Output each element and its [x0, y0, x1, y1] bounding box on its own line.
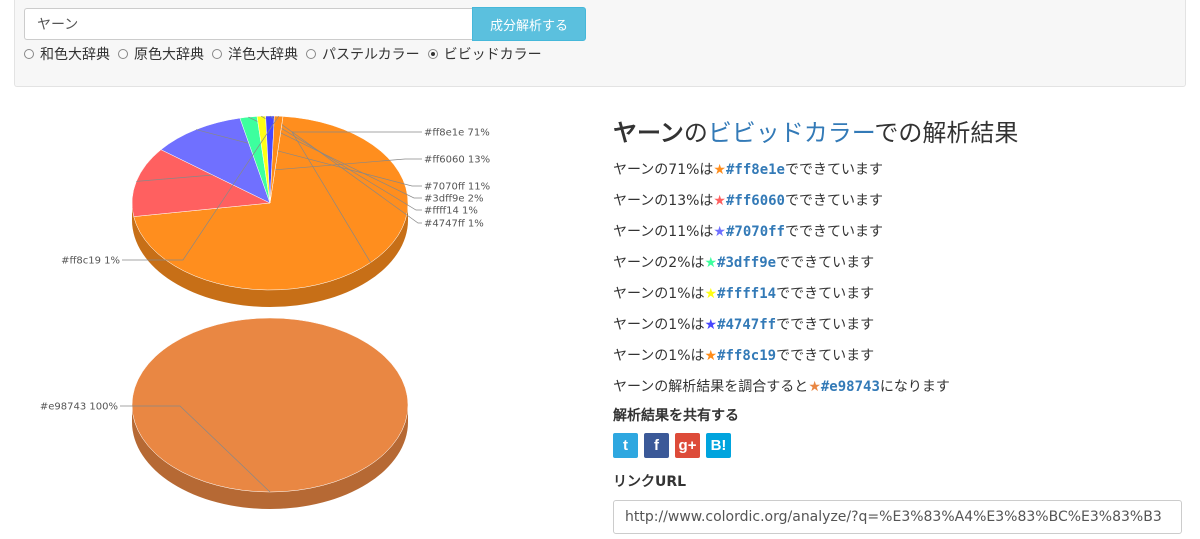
pie-label: #ffff14 1%: [424, 206, 478, 217]
analyze-button[interactable]: 成分解析する: [472, 7, 586, 41]
pie-label: #ff6060 13%: [424, 155, 490, 166]
link-title: リンクURL: [613, 474, 687, 491]
result-line: ヤーンの71%は★#ff8e1eでできています: [613, 159, 1188, 190]
result-title-word: ヤーン: [613, 119, 684, 147]
color-code-link[interactable]: #ff8c19: [717, 348, 777, 365]
pie-label: #3dff9e 2%: [424, 194, 484, 205]
dictionary-option[interactable]: ビビッドカラー: [427, 44, 542, 64]
color-code-link[interactable]: #3dff9e: [717, 255, 777, 272]
star-icon: ★: [704, 317, 718, 334]
result-line-text: ヤーンの71%は: [613, 162, 714, 179]
dictionary-option[interactable]: 原色大辞典: [118, 44, 204, 64]
color-code-link[interactable]: #4747ff: [717, 317, 777, 334]
star-icon: ★: [808, 379, 821, 396]
result-line: ヤーンの11%は★#7070ffでできています: [613, 221, 1188, 252]
dictionary-option-label: 和色大辞典: [40, 47, 110, 63]
result-line-text: ヤーンの解析結果を調合すると: [613, 379, 809, 396]
link-url-field[interactable]: [613, 500, 1182, 535]
result-line-suffix: でできています: [785, 193, 883, 210]
result-line-text: ヤーンの13%は: [613, 193, 714, 210]
result-line: ヤーンの1%は★#ff8c19でできています: [613, 345, 1188, 376]
star-icon: ★: [704, 286, 718, 303]
dictionary-option-label: パステルカラー: [322, 47, 420, 63]
result-title-no: の: [683, 119, 708, 147]
color-code-link[interactable]: #ffff14: [717, 286, 777, 303]
star-icon: ★: [704, 348, 718, 365]
share-icons: t f g+ B!: [613, 433, 1188, 459]
dictionary-option-label: 原色大辞典: [134, 47, 204, 63]
hatena-bookmark-icon[interactable]: B!: [706, 433, 731, 459]
radio-button[interactable]: [118, 49, 128, 59]
result-line: ヤーンの13%は★#ff6060でできています: [613, 190, 1188, 221]
result-title: ヤーンのビビッドカラーでの解析結果: [613, 118, 1188, 149]
result-lines: ヤーンの71%は★#ff8e1eでできています ヤーンの13%は★#ff6060で…: [613, 159, 1188, 407]
pie-slice[interactable]: [269, 115, 284, 204]
pie-charts: #ff8e1e 71% #ff6060 13% #7070ff 11%#3dff9e…: [40, 115, 490, 509]
dictionary-option-label: ビビッドカラー: [443, 47, 542, 63]
color-code-link[interactable]: #ff6060: [725, 193, 785, 210]
pie-label: #ff8c19 1%: [61, 256, 120, 267]
radio-button[interactable]: [212, 49, 222, 59]
pie-label-connector: [120, 405, 271, 493]
google-plus-icon[interactable]: g+: [675, 433, 700, 459]
star-icon: ★: [704, 255, 718, 272]
dictionary-selector: 和色大辞典 原色大辞典 洋色大辞典 パステルカラー ビビッドカラー: [24, 44, 550, 64]
result-line-suffix: でできています: [776, 317, 875, 334]
result-line-suffix: でできています: [785, 162, 883, 179]
result-line-suffix: になります: [879, 379, 950, 396]
color-code-link[interactable]: #7070ff: [725, 224, 785, 241]
color-code-link[interactable]: #e98743: [820, 379, 880, 396]
pie-label: #e98743 100%: [40, 402, 118, 413]
result-line-suffix: でできています: [785, 224, 883, 241]
pie-label-connector: [122, 115, 279, 261]
result-line-text: ヤーンの1%は: [613, 348, 705, 365]
result-line-text: ヤーンの11%は: [613, 224, 714, 241]
result-line-suffix: でできています: [776, 286, 875, 303]
pie-label-connector: [269, 115, 422, 224]
result-line: ヤーンの1%は★#ffff14でできています: [613, 283, 1188, 314]
pie-label-connector: [261, 115, 422, 211]
radio-button[interactable]: [306, 49, 316, 59]
radio-button[interactable]: [427, 49, 438, 59]
result-line: ヤーンの解析結果を調合すると★#e98743になります: [613, 376, 1188, 407]
result-line-suffix: でできています: [776, 255, 875, 272]
share-title: 解析結果を共有する: [613, 408, 739, 425]
result-title-suffix: での解析結果: [874, 119, 1019, 147]
pie-label: #4747ff 1%: [424, 219, 484, 230]
pie-label: #ff8e1e 71%: [424, 128, 490, 139]
result-line: ヤーンの2%は★#3dff9eでできています: [613, 252, 1188, 283]
pie-label-connector: [248, 116, 422, 199]
result-title-dictionary: ビビッドカラー: [707, 119, 875, 147]
color-code-link[interactable]: #ff8e1e: [725, 162, 785, 179]
radio-button[interactable]: [24, 49, 34, 59]
pie-side: [132, 405, 408, 509]
result-line-text: ヤーンの1%は: [613, 286, 705, 303]
dictionary-option[interactable]: 和色大辞典: [24, 44, 110, 64]
result-line-text: ヤーンの1%は: [613, 317, 705, 334]
pie-chart: #e98743 100%: [40, 317, 409, 509]
pie-slice[interactable]: [131, 317, 409, 493]
result-line-text: ヤーンの2%は: [613, 255, 705, 272]
star-icon: ★: [713, 193, 726, 210]
pie-chart: #ff8e1e 71% #ff6060 13% #7070ff 11%#3dff9e…: [61, 115, 490, 307]
dictionary-option[interactable]: 洋色大辞典: [212, 44, 298, 64]
search-input[interactable]: [24, 8, 472, 40]
result-line-suffix: でできています: [776, 348, 875, 365]
results-panel: ヤーンのビビッドカラーでの解析結果 ヤーンの71%は★#ff8e1eでできていま…: [613, 118, 1188, 535]
star-icon: ★: [713, 224, 726, 241]
pie-side: [132, 203, 408, 307]
result-line: ヤーンの1%は★#4747ffでできています: [613, 314, 1188, 345]
pie-label: #7070ff 11%: [424, 182, 490, 193]
twitter-icon[interactable]: t: [613, 433, 638, 459]
dictionary-option[interactable]: パステルカラー: [306, 44, 420, 64]
search-bar: 成分解析する: [24, 7, 586, 41]
star-icon: ★: [713, 162, 726, 179]
facebook-icon[interactable]: f: [644, 433, 669, 459]
dictionary-option-label: 洋色大辞典: [228, 47, 298, 63]
